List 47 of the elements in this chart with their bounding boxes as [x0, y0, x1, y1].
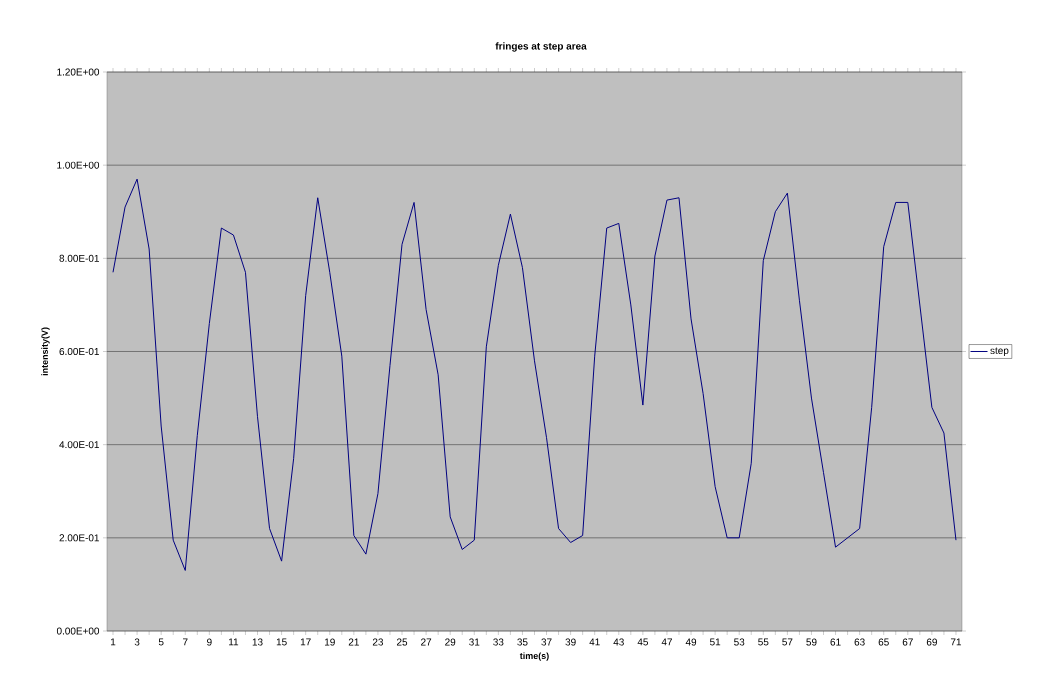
x-tick-label: 23 — [372, 638, 384, 646]
x-tick-label: 11 — [229, 638, 239, 646]
x-tick-label: 1 — [111, 638, 116, 646]
x-tick-label: 47 — [661, 638, 672, 646]
x-tick-label: 65 — [878, 638, 889, 646]
x-tick-label: 53 — [734, 638, 745, 646]
x-tick-label: 13 — [252, 638, 263, 646]
x-tick-label: 17 — [300, 638, 311, 646]
y-tick-label: 2.00E-01 — [59, 534, 99, 542]
x-tick-label: 39 — [565, 638, 576, 646]
y-axis-title: intensity(V) — [41, 327, 50, 376]
x-tick-label: 67 — [902, 638, 913, 646]
x-tick-label: 19 — [324, 638, 335, 646]
x-tick-label: 15 — [276, 638, 287, 646]
x-tick-label: 69 — [926, 638, 937, 646]
chart-title: fringes at step area — [495, 42, 587, 52]
x-tick-label: 3 — [134, 638, 140, 646]
x-tick-label: 55 — [758, 638, 769, 646]
x-tick-label: 63 — [854, 638, 865, 646]
x-tick-label: 25 — [396, 638, 408, 646]
x-tick-label: 57 — [782, 638, 793, 646]
x-tick-label: 29 — [445, 638, 456, 646]
y-tick-label: 0.00E+00 — [56, 627, 100, 635]
y-tick-label: 6.00E-01 — [59, 347, 99, 356]
legend-label: step — [990, 347, 1009, 357]
y-tick-label: 8.00E-01 — [59, 254, 99, 262]
x-tick-label: 33 — [493, 638, 504, 646]
x-tick-label: 31 — [469, 638, 480, 646]
x-tick-label: 43 — [613, 638, 624, 646]
x-axis-title: time(s) — [519, 652, 549, 661]
x-tick-label: 49 — [685, 638, 697, 646]
x-tick-label: 5 — [158, 638, 164, 646]
y-tick-label: 1.20E+00 — [57, 68, 100, 76]
x-tick-label: 9 — [207, 638, 212, 646]
x-tick-label: 21 — [348, 638, 359, 646]
x-tick-label: 41 — [589, 638, 600, 646]
x-tick-label: 45 — [637, 638, 648, 646]
x-tick-label: 27 — [421, 638, 432, 646]
x-tick-label: 71 — [950, 638, 962, 646]
x-tick-label: 59 — [806, 638, 817, 646]
x-tick-label: 61 — [830, 638, 841, 646]
x-tick-label: 35 — [517, 638, 528, 646]
x-tick-label: 37 — [541, 638, 552, 646]
y-tick-label: 4.00E-01 — [59, 441, 99, 449]
x-tick-label: 7 — [183, 638, 188, 646]
y-tick-label: 1.00E+00 — [57, 161, 100, 169]
x-tick-label: 51 — [709, 638, 721, 646]
